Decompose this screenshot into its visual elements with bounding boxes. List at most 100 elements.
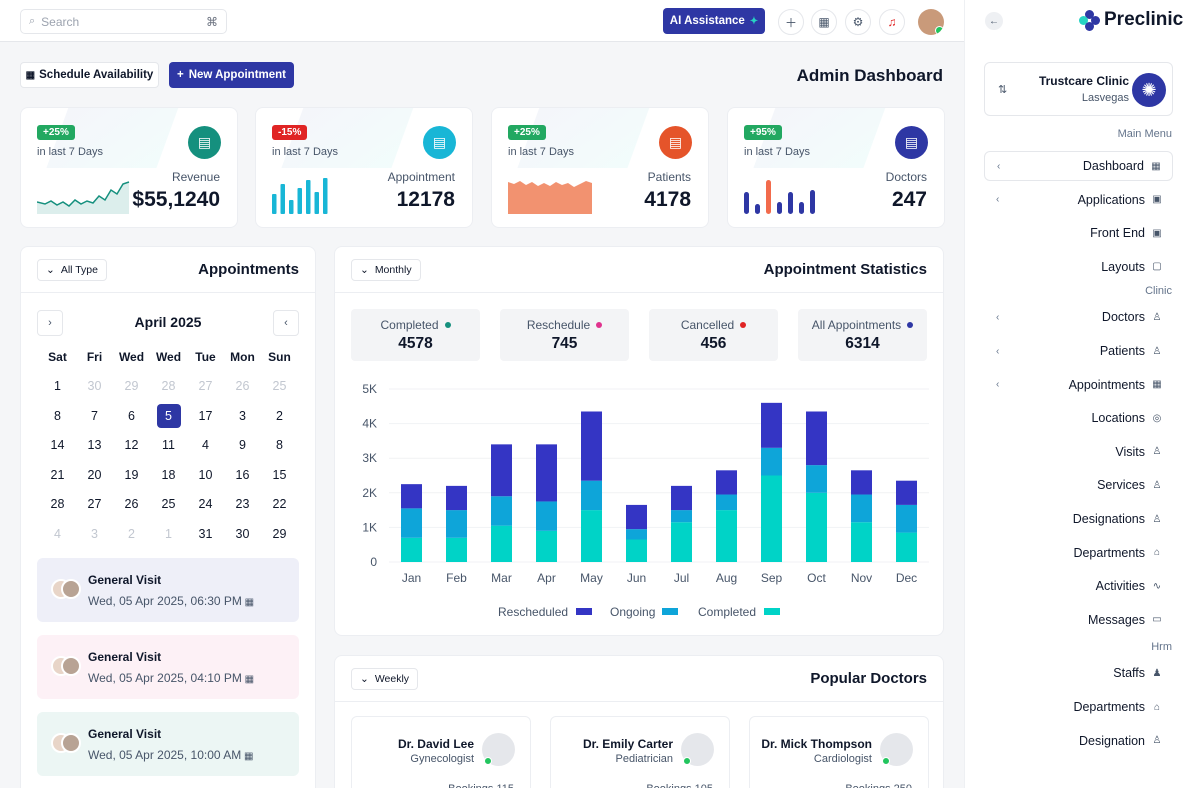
user-icon: ♙ [1152,513,1162,525]
sidebar-item-departments[interactable]: Departments ⌂ [984,692,1173,722]
calendar-day[interactable]: 26 [235,379,250,394]
calendar-day[interactable]: 29 [272,526,287,541]
calendar-day[interactable]: 19 [124,467,139,482]
calendar-day[interactable]: 1 [165,526,172,541]
apps-icon: ▣ [1152,194,1162,206]
top-bar: ⌕ Search ⌘ AI Assistance ✦ ＋ ▦ ⚙ ♫ [0,0,964,42]
new-appointment-button[interactable]: + New Appointment [169,62,294,88]
sidebar-item-services[interactable]: Services ♙ [984,470,1173,500]
calendar-day[interactable]: 4 [202,438,209,453]
calendar-day[interactable]: 1 [54,379,61,394]
calendar-day[interactable]: 12 [124,438,139,453]
sidebar-item-appointments[interactable]: ‹ Appointments ▦ [984,370,1173,400]
bar-ongoing-may [581,480,602,511]
search-box[interactable]: ⌕ Search ⌘ [20,9,227,34]
sidebar-item-activities[interactable]: Activities ∿ [984,571,1173,601]
calendar-day[interactable]: 28 [161,379,176,394]
calendar-day[interactable]: 17 [198,408,213,423]
calendar-day[interactable]: 14 [50,438,65,453]
calendar-day[interactable]: 9 [239,438,246,453]
doctor-card[interactable]: Dr. David Lee Gynecologist Bookings 115 [351,716,531,788]
calendar-day[interactable]: 26 [124,497,139,512]
calendar-day[interactable]: 27 [198,379,213,394]
calendar-day[interactable]: 8 [54,408,61,423]
calendar-day-selected[interactable]: 5 [150,401,187,431]
ai-assistance-button[interactable]: AI Assistance ✦ [663,8,765,34]
sidebar-item-staffs[interactable]: Staffs ♟ [984,658,1173,688]
calendar-day[interactable]: 3 [91,526,98,541]
legend-swatch [576,608,592,615]
calendar-day[interactable]: 6 [128,408,135,423]
notification-bell-icon[interactable]: ♫ [879,9,905,35]
doctor-period-dropdown[interactable]: ⌄ Weekly [351,668,419,690]
sidebar-item-label: Visits [1115,444,1145,459]
calendar-day[interactable]: 15 [272,467,287,482]
weekday-header: Fri [86,349,103,364]
calendar-day[interactable]: 30 [87,379,102,394]
visit-time-text: Wed, 05 Apr 2025, 06:30 PM [88,594,242,608]
calendar-day[interactable]: 22 [272,497,287,512]
period-filter-dropdown[interactable]: ⌄ Monthly [351,259,421,281]
calendar-day[interactable]: 25 [272,379,287,394]
visit-item[interactable]: General Visit Wed, 05 Apr 2025, 06:30 PM … [37,558,299,622]
user-icon: ♙ [1152,446,1162,458]
visit-item[interactable]: General Visit Wed, 05 Apr 2025, 04:10 PM … [37,635,299,699]
clinic-switcher[interactable]: ⇅ Trustcare Clinic Lasvegas ✺ [984,62,1173,116]
calendar-day[interactable]: 10 [198,467,213,482]
calendar-day[interactable]: 11 [162,438,175,453]
visit-item[interactable]: General Visit Wed, 05 Apr 2025, 10:00 AM … [37,712,299,776]
collapse-arrow-icon[interactable]: ← [985,12,1003,30]
prev-month-button[interactable]: ‹ [273,310,299,336]
calendar-day[interactable]: 3 [239,408,246,423]
calendar-day[interactable]: 2 [128,526,135,541]
calendar-day[interactable]: 4 [54,526,61,541]
calendar-day[interactable]: 13 [87,438,102,453]
bar-completed-oct [806,492,827,562]
calendar-day[interactable]: 29 [124,379,139,394]
calendar-icon: ▦ [241,751,254,762]
calendar-day[interactable]: 2 [276,408,283,423]
calendar-day[interactable]: 21 [50,467,65,482]
calendar-icon[interactable]: ▦ [811,9,837,35]
calendar-day[interactable]: 16 [235,467,250,482]
calendar-day[interactable]: 24 [198,497,213,512]
calendar-day[interactable]: 28 [50,497,65,512]
add-icon[interactable]: ＋ [778,9,804,35]
bar-rescheduled-jul [671,485,692,511]
sidebar-item-messages[interactable]: Messages ▭ [984,605,1173,635]
calendar-day[interactable]: 25 [161,497,176,512]
sidebar-item-applications[interactable]: ‹ Applications ▣ [984,185,1173,215]
calendar-day[interactable]: 7 [91,408,98,423]
doctor-card[interactable]: Dr. Mick Thompson Cardiologist Bookings 25… [749,716,929,788]
user-icon: ♙ [1152,345,1162,357]
user-avatar[interactable] [918,9,944,35]
calendar-heart-icon: ▤ [423,126,456,159]
sidebar-item-departments[interactable]: Departments ⌂ [984,538,1173,568]
sidebar-item-locations[interactable]: Locations ◎ [984,403,1173,433]
appointments-card: ⌄ All Type Appointments › April 2025 ‹ S… [20,246,316,788]
doctor-avatar [681,733,714,766]
bar-completed-jan [401,537,422,562]
calendar-day[interactable]: 30 [235,526,250,541]
calendar-day[interactable]: 27 [87,497,102,512]
type-filter-dropdown[interactable]: ⌄ All Type [37,259,107,281]
calendar-day[interactable]: 20 [87,467,102,482]
sidebar-item-doctors[interactable]: ‹ Doctors ♙ [984,302,1173,332]
sidebar-item-front-end[interactable]: Front End ▣ [984,218,1173,248]
sidebar-item-dashboard[interactable]: ‹ Dashboard ▦ [984,151,1173,181]
settings-icon[interactable]: ⚙ [845,9,871,35]
sidebar-item-visits[interactable]: Visits ♙ [984,437,1173,467]
doctor-card[interactable]: Dr. Emily Carter Pediatrician Bookings 105 [550,716,730,788]
next-month-button[interactable]: › [37,310,63,336]
sidebar-item-layouts[interactable]: Layouts ▢ [984,252,1173,282]
calendar-day[interactable]: 23 [235,497,250,512]
schedule-availability-button[interactable]: ▦ Schedule Availability [20,62,159,88]
sidebar-item-designations[interactable]: Designations ♙ [984,504,1173,534]
sidebar-item-patients[interactable]: ‹ Patients ♙ [984,336,1173,366]
sidebar-item-designation[interactable]: Designation ♙ [984,726,1173,756]
calendar-day[interactable]: 31 [198,526,213,541]
calendar-day[interactable]: 18 [161,467,176,482]
search-input[interactable]: Search [41,14,80,29]
calendar-day[interactable]: 8 [276,438,283,453]
brand-logo[interactable]: Preclinic [1079,9,1183,31]
